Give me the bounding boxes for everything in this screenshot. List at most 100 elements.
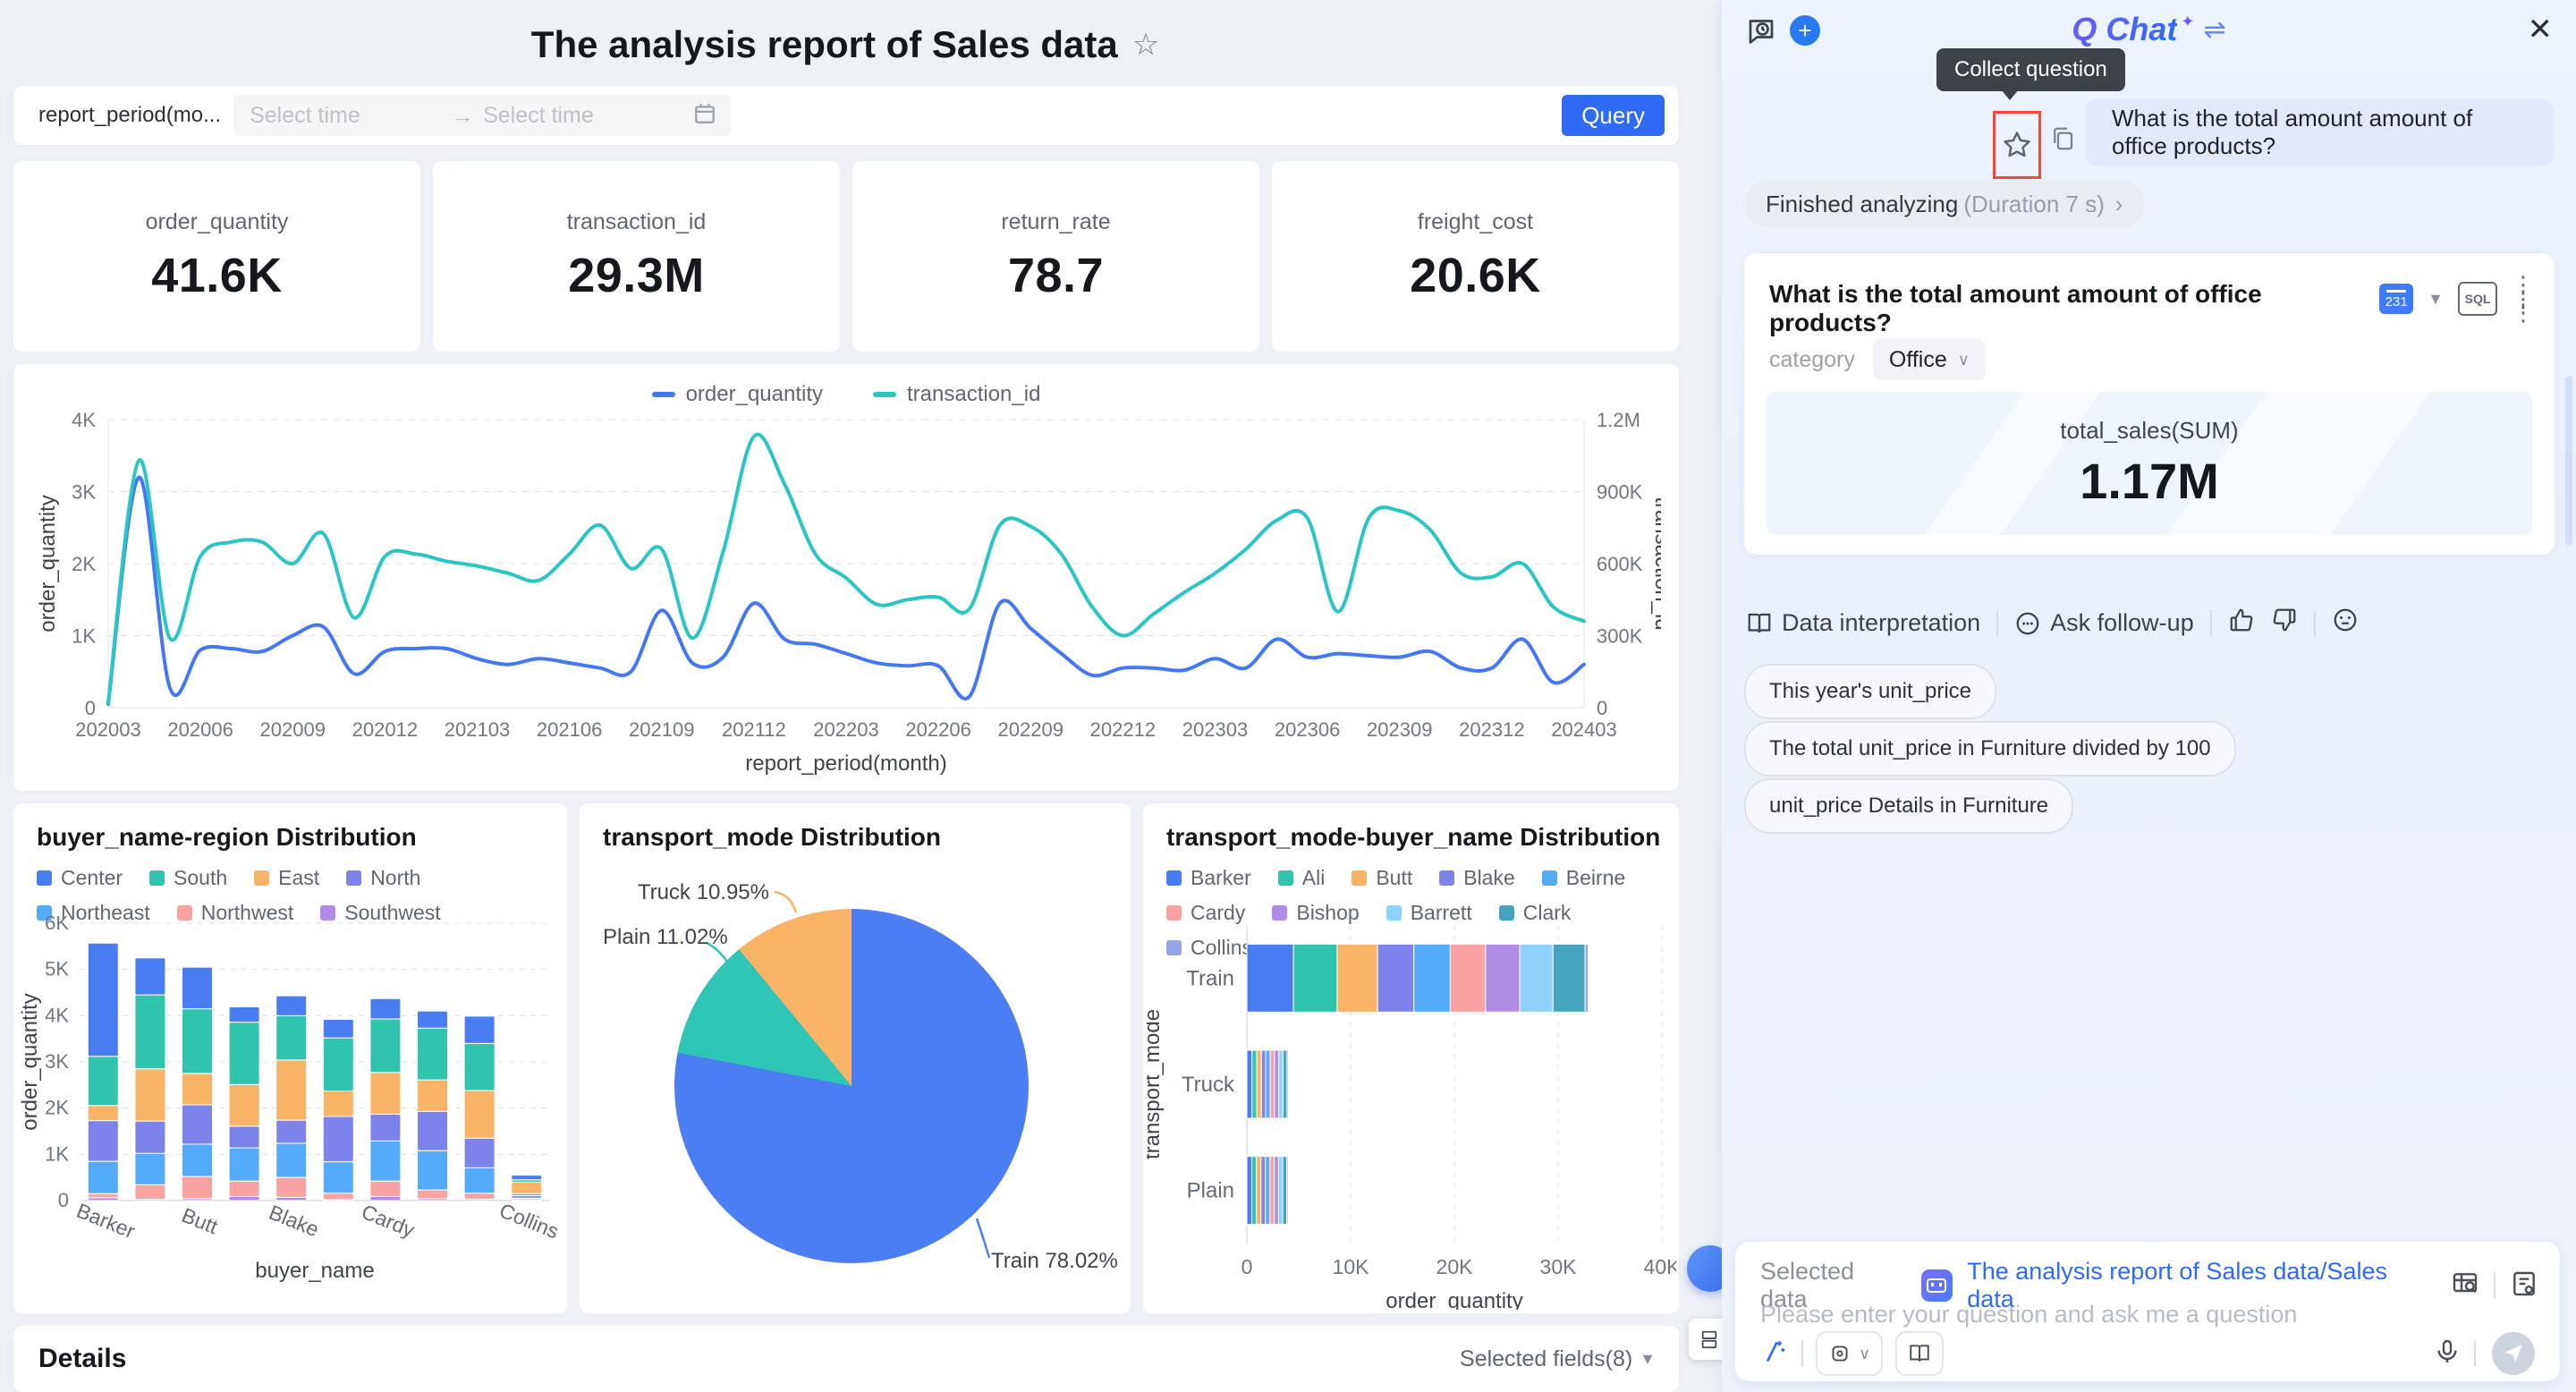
bar-segment[interactable]: [1265, 1156, 1271, 1226]
bar-segment[interactable]: [369, 997, 402, 1020]
bar-segment[interactable]: [463, 1090, 496, 1139]
legend-item[interactable]: Center: [37, 866, 123, 890]
legend-item[interactable]: order_quantity: [651, 382, 823, 407]
line-chart-legend[interactable]: order_quantity transaction_id: [13, 382, 1679, 407]
legend-item[interactable]: Northwest: [176, 901, 293, 925]
legend-item[interactable]: Clark: [1498, 901, 1571, 925]
more-options-icon[interactable]: ⋮ ⋮ ⋮: [2512, 271, 2535, 327]
legend-item[interactable]: Bishop: [1272, 901, 1360, 925]
suggestion-chip[interactable]: The total unit_price in Furniture divide…: [1744, 721, 2236, 777]
close-icon[interactable]: ✕: [2527, 13, 2554, 47]
bar-segment[interactable]: [182, 1104, 213, 1145]
bar-segment[interactable]: [417, 1150, 448, 1191]
legend-item[interactable]: North: [346, 866, 420, 890]
bar-segment[interactable]: [463, 1042, 496, 1091]
legend-item[interactable]: Cardy: [1166, 901, 1245, 925]
bar-segment[interactable]: [228, 1083, 260, 1127]
bar-segment[interactable]: [275, 1119, 308, 1144]
swap-icon[interactable]: ⇌: [2203, 15, 2226, 45]
bar-segment[interactable]: [369, 1180, 402, 1197]
bar-segment[interactable]: [1286, 1156, 1289, 1226]
bar-segment[interactable]: [322, 1116, 354, 1163]
bar-segment[interactable]: [1413, 943, 1451, 1013]
bar-segment[interactable]: [228, 1125, 260, 1149]
bar-segment[interactable]: [275, 1196, 308, 1201]
bar-segment[interactable]: [134, 1068, 166, 1122]
bar-segment[interactable]: [275, 1176, 308, 1198]
bar-segment[interactable]: [134, 1120, 166, 1154]
bar-segment[interactable]: [87, 1056, 119, 1107]
chat-history-icon[interactable]: [1745, 14, 1777, 51]
legend-item[interactable]: Northeast: [37, 901, 150, 925]
bar-segment[interactable]: [1278, 1049, 1284, 1119]
bar-segment[interactable]: [134, 994, 166, 1070]
bar-segment[interactable]: [134, 1184, 166, 1200]
bar-segment[interactable]: [369, 1140, 402, 1182]
selected-fields-dropdown[interactable]: Selected fields(8) ▼: [1460, 1346, 1656, 1372]
bar-segment[interactable]: [1251, 1156, 1258, 1226]
favorite-star-icon[interactable]: ☆: [1131, 28, 1160, 62]
legend-item[interactable]: Blake: [1439, 866, 1515, 890]
dataset-link[interactable]: The analysis report of Sales data/Sales …: [1967, 1258, 2387, 1312]
bar-segment[interactable]: [87, 942, 119, 1057]
suggestion-chip[interactable]: unit_price Details in Furniture: [1744, 778, 2074, 834]
magic-wand-icon[interactable]: [1760, 1337, 1789, 1371]
legend-item[interactable]: Collins: [1166, 936, 1252, 960]
bar-segment[interactable]: [417, 1079, 448, 1112]
bar-segment[interactable]: [228, 1195, 260, 1201]
legend-item[interactable]: Beirne: [1541, 866, 1625, 890]
pie-chart[interactable]: [674, 909, 1029, 1263]
bar-segment[interactable]: [1269, 1049, 1275, 1119]
bar-segment[interactable]: [1269, 1156, 1275, 1226]
bar-segment[interactable]: [1246, 943, 1294, 1013]
bar-segment[interactable]: [1260, 1049, 1267, 1119]
bar-segment[interactable]: [275, 1014, 308, 1061]
bar-segment[interactable]: [182, 1008, 213, 1074]
bar-segment[interactable]: [369, 1113, 402, 1142]
emoji-feedback-icon[interactable]: [2332, 607, 2359, 640]
bar-segment[interactable]: [87, 1105, 119, 1122]
bar-segment[interactable]: [417, 1189, 448, 1200]
data-interpretation-button[interactable]: Data interpretation: [1746, 609, 1980, 637]
bar-segment[interactable]: [417, 1010, 448, 1029]
bar-segment[interactable]: [134, 957, 166, 996]
bar-segment[interactable]: [228, 1147, 260, 1182]
category-value-dropdown[interactable]: Office ∨: [1872, 339, 1986, 380]
bar-segment[interactable]: [511, 1181, 543, 1194]
microphone-icon[interactable]: [2433, 1337, 2462, 1371]
chart-legend[interactable]: Barker Ali Butt Blake Beirne Cardy Bishop Barre…: [1166, 866, 1667, 960]
bar-segment[interactable]: [1286, 1049, 1289, 1119]
date-range-picker[interactable]: →: [233, 95, 732, 136]
bar-segment[interactable]: [1274, 1049, 1280, 1119]
bar-segment[interactable]: [228, 1022, 260, 1085]
thumbs-up-icon[interactable]: [2228, 607, 2255, 640]
legend-item[interactable]: Barker: [1166, 866, 1251, 890]
query-button[interactable]: Query: [1562, 95, 1665, 136]
bar-segment[interactable]: [87, 1120, 119, 1162]
bar-segment[interactable]: [1292, 943, 1338, 1013]
ask-follow-up-button[interactable]: Ask follow-up: [2014, 609, 2194, 637]
bar-segment[interactable]: [1282, 1156, 1288, 1226]
bar-segment[interactable]: [322, 1193, 354, 1201]
thumbs-down-icon[interactable]: [2271, 607, 2298, 640]
suggestion-chip[interactable]: This year's unit_price: [1744, 664, 1997, 719]
bar-segment[interactable]: [1277, 1156, 1284, 1226]
chart-type-icon[interactable]: 231: [2379, 284, 2414, 315]
bar-segment[interactable]: [322, 1091, 354, 1117]
bar-segment[interactable]: [182, 1176, 213, 1200]
line-series-transaction_id[interactable]: [106, 432, 1586, 705]
bar-segment[interactable]: [1485, 943, 1521, 1013]
calendar-icon[interactable]: [693, 102, 716, 130]
bar-segment[interactable]: [1256, 1156, 1262, 1226]
bar-segment[interactable]: [87, 1193, 119, 1199]
bar-segment[interactable]: [322, 1037, 354, 1092]
bar-segment[interactable]: [87, 1160, 119, 1194]
bar-segment[interactable]: [1265, 1049, 1271, 1119]
start-date-input[interactable]: [248, 101, 445, 130]
bar-segment[interactable]: [511, 1175, 543, 1181]
legend-item[interactable]: transaction_id: [873, 382, 1040, 407]
report-settings-icon[interactable]: [2510, 1269, 2538, 1303]
bar-segment[interactable]: [182, 966, 213, 1010]
bar-segment[interactable]: [417, 1110, 448, 1151]
collect-question-star-highlight[interactable]: [1993, 111, 2041, 179]
